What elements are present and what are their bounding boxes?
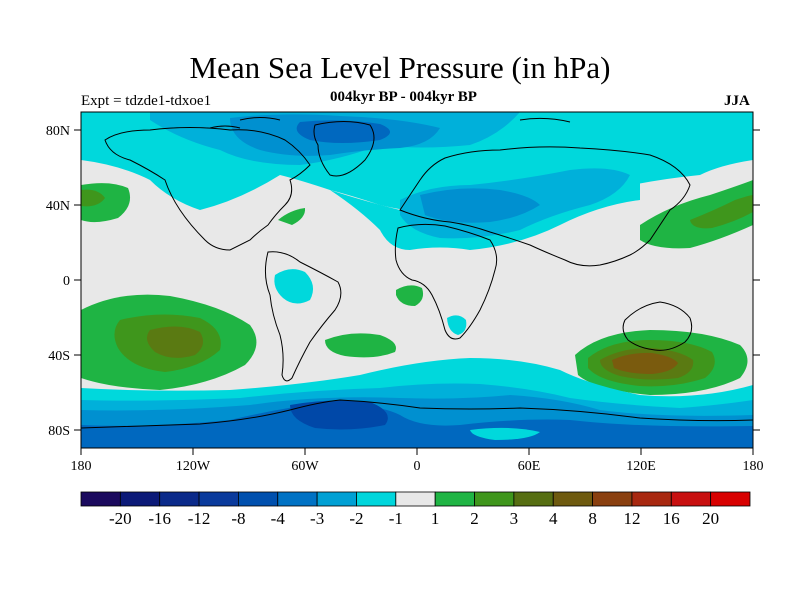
colorbar-label: 4	[549, 509, 558, 528]
north-pacific-green-east-core	[690, 195, 753, 229]
colorbar-label: -1	[389, 509, 403, 528]
x-tick-label: 120E	[626, 459, 656, 474]
south-america-coast	[264, 251, 342, 382]
colorbar-swatch	[198, 491, 239, 507]
colorbar-label: -2	[349, 509, 363, 528]
colorbar-label: 1	[431, 509, 440, 528]
colorbar-swatch	[395, 491, 436, 507]
x-tick-label: 60W	[291, 459, 319, 474]
colorbar-label: -4	[271, 509, 286, 528]
indian-ocean-core	[612, 352, 678, 374]
colorbar-swatch	[119, 491, 161, 507]
caribbean-green	[278, 208, 306, 225]
colorbar: -20 -16 -12 -8 -4 -3 -2 -1 1 2 3 4 8 12 16 20	[80, 491, 751, 528]
colorbar-swatch	[316, 491, 357, 507]
africa-coast	[394, 223, 498, 340]
colorbar-label: 12	[623, 509, 640, 528]
south-pacific-brown	[146, 326, 204, 358]
colorbar-label: 16	[663, 509, 680, 528]
colorbar-swatch	[159, 491, 200, 507]
map-field	[81, 112, 753, 448]
colorbar-swatch	[356, 491, 397, 507]
colorbar-swatch	[80, 491, 121, 507]
arctic-deep-blue	[296, 120, 390, 143]
eurasia-dark-blue	[420, 188, 540, 223]
colorbar-label: -3	[310, 509, 324, 528]
x-tick-label: 0	[414, 459, 421, 474]
colorbar-swatch	[474, 491, 515, 507]
coastlines	[81, 117, 753, 429]
antarctic-blue-band	[81, 402, 753, 448]
x-axis: 180 120W 60W 0 60E 120E 180	[71, 448, 764, 474]
colorbar-label: 2	[470, 509, 479, 528]
southern-africa-cyan	[447, 315, 467, 335]
antarctica-coast	[81, 399, 753, 429]
africa-green	[396, 285, 424, 306]
chart-title: Mean Sea Level Pressure (in hPa)	[189, 50, 611, 85]
greenland-coast	[313, 121, 375, 177]
colorbar-swatch	[631, 491, 672, 507]
antarctic-deep-blue	[290, 400, 388, 430]
colorbar-swatch	[277, 491, 318, 507]
southern-cyan-patch-east	[470, 427, 540, 440]
colorbar-swatch	[552, 491, 593, 507]
colorbar-swatch	[710, 491, 751, 507]
colorbar-swatch	[592, 491, 633, 507]
north-pacific-green-west-core	[81, 189, 105, 207]
y-tick-label: 40S	[48, 349, 70, 364]
x-tick-label: 180	[743, 459, 764, 474]
colorbar-label: 20	[702, 509, 719, 528]
period-subtitle: 004kyr BP - 004kyr BP	[330, 89, 477, 105]
colorbar-swatch	[434, 491, 475, 507]
north-pacific-green-east	[640, 180, 753, 249]
colorbar-label: 3	[510, 509, 519, 528]
x-tick-label: 60E	[518, 459, 541, 474]
colorbar-label: 8	[588, 509, 597, 528]
arctic-islands-coast	[209, 117, 571, 129]
experiment-label: Expt = tdzde1-tdxoe1	[81, 93, 212, 109]
y-axis: 80N 40N 0 40S 80S	[46, 124, 760, 439]
y-tick-label: 80S	[48, 424, 70, 439]
colorbar-swatch	[670, 491, 712, 507]
colorbar-label: -16	[148, 509, 171, 528]
y-tick-label: 80N	[46, 124, 70, 139]
colorbar-swatch	[238, 491, 279, 507]
season-label: JJA	[724, 93, 750, 109]
south-america-cyan	[274, 269, 314, 304]
colorbar-label: -8	[231, 509, 245, 528]
y-tick-label: 40N	[46, 199, 70, 214]
x-tick-label: 180	[71, 459, 92, 474]
north-america-coast	[104, 127, 311, 251]
south-atlantic-green	[325, 333, 396, 358]
y-tick-label: 0	[63, 274, 70, 289]
colorbar-swatch	[513, 491, 554, 507]
australia-coast	[622, 301, 693, 351]
x-tick-label: 120W	[176, 459, 211, 474]
europe-asia-coast	[399, 146, 691, 267]
colorbar-label: -12	[188, 509, 211, 528]
colorbar-label: -20	[109, 509, 132, 528]
